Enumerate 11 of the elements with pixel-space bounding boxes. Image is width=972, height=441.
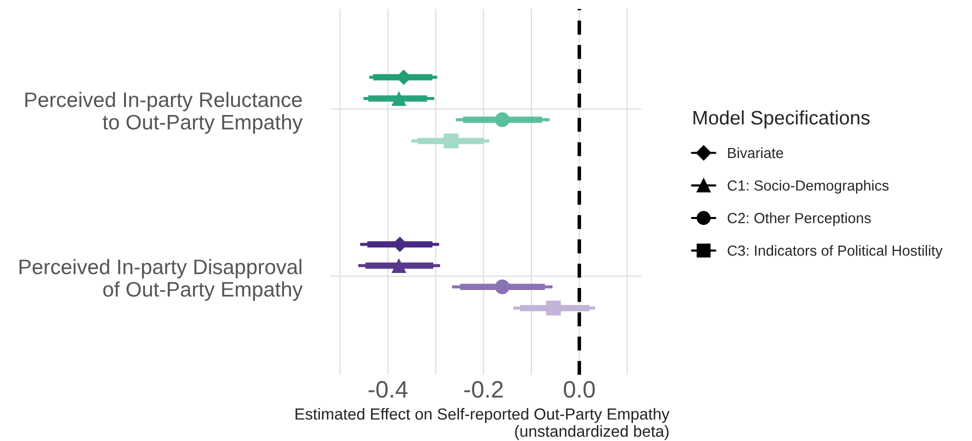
- y-tick-label: Perceived In-party Disapproval of Out-Party Empathy: [20, 258, 303, 301]
- text: C2: Other Perceptions: [728, 212, 871, 226]
- legend-title: Model Specifications: [694, 110, 870, 128]
- x-tick-label: 0.0: [564, 381, 595, 398]
- text: Bivariate: [728, 147, 784, 158]
- x-tick-label: -0.4: [368, 381, 408, 398]
- x-tick-label: -0.2: [464, 381, 503, 398]
- text: C3: Indicators of Political Hostility: [728, 245, 943, 259]
- text: C1: Socio-Demographics: [728, 180, 889, 194]
- x-axis-title: Estimated Effect on Self-reported Out-Party Empathy (unstandardized beta): [296, 408, 670, 440]
- y-tick-label: Perceived In-party Reluctance to Out-Party Empathy: [25, 92, 303, 134]
